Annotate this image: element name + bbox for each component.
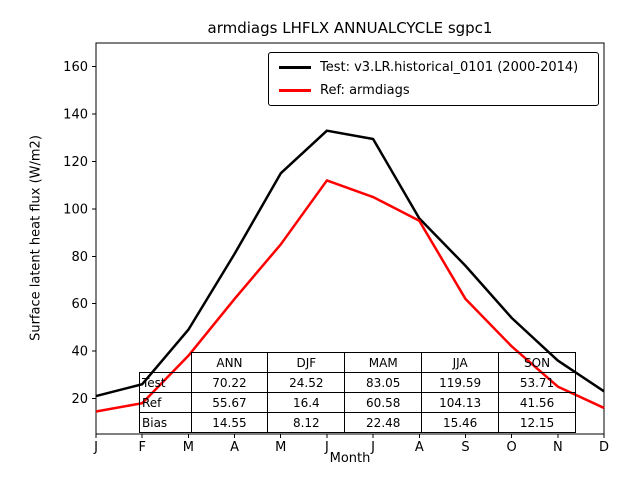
col-header-jja: JJA: [421, 352, 500, 373]
col-header-son: SON: [498, 352, 576, 373]
cell-ref-djf: 16.4: [267, 392, 346, 413]
x-axis-label: Month: [329, 451, 371, 466]
col-header-ann: ANN: [190, 352, 269, 373]
x-tick-label: J: [324, 440, 329, 455]
x-tick-label: J: [370, 440, 375, 455]
x-tick-label: D: [599, 440, 609, 455]
row-label-test: Test: [139, 372, 192, 393]
cell-ref-jja: 104.13: [421, 392, 500, 413]
cell-ref-son: 41.56: [498, 392, 576, 413]
stats-corner-cell: [140, 353, 192, 373]
x-tick-label: S: [461, 440, 469, 455]
stats-table: ANN DJF MAM JJA SON Test 70.22 24.52 83.…: [139, 352, 576, 433]
x-tick-label: N: [553, 440, 563, 455]
y-tick-label: 100: [63, 202, 88, 217]
plot-border: [95, 42, 605, 435]
cell-bias-son: 12.15: [498, 412, 576, 433]
col-header-djf: DJF: [267, 352, 346, 373]
x-tick-label: M: [183, 440, 194, 455]
y-tick-label: 40: [71, 345, 88, 360]
cell-test-mam: 83.05: [344, 372, 423, 393]
stats-row-ref: Ref 55.67 16.4 60.58 104.13 41.56: [139, 392, 576, 413]
x-tick-label: M: [275, 440, 286, 455]
stats-row-test: Test 70.22 24.52 83.05 119.59 53.71: [139, 372, 576, 393]
cell-bias-djf: 8.12: [267, 412, 346, 433]
row-label-bias: Bias: [139, 412, 192, 433]
test-line-swatch: [279, 66, 311, 69]
cell-ref-mam: 60.58: [344, 392, 423, 413]
ref-line-swatch: [279, 89, 311, 92]
x-tick-label: J: [93, 440, 98, 455]
y-tick-label: 80: [71, 250, 88, 265]
stats-header-row: ANN DJF MAM JJA SON: [140, 352, 576, 373]
legend-entry-ref: Ref: armdiags: [279, 83, 588, 98]
y-tick-label: 20: [71, 392, 88, 407]
cell-bias-mam: 22.48: [344, 412, 423, 433]
legend-label-test: Test: v3.LR.historical_0101 (2000-2014): [320, 60, 579, 75]
chart-title: armdiags LHFLX ANNUALCYCLE sgpc1: [207, 19, 493, 37]
cell-test-ann: 70.22: [190, 372, 269, 393]
legend-label-ref: Ref: armdiags: [320, 83, 410, 98]
x-tick-label: O: [507, 440, 517, 455]
x-tick-label: A: [415, 440, 424, 455]
series-line-test: [95, 129, 605, 398]
x-tick-label: A: [230, 440, 239, 455]
y-tick-label: 120: [63, 155, 88, 170]
y-tick-label: 60: [71, 297, 88, 312]
row-label-ref: Ref: [139, 392, 192, 413]
stats-row-bias: Bias 14.55 8.12 22.48 15.46 12.15: [139, 412, 576, 433]
cell-ref-ann: 55.67: [190, 392, 269, 413]
legend: Test: v3.LR.historical_0101 (2000-2014) …: [268, 52, 599, 106]
col-header-mam: MAM: [344, 352, 423, 373]
cell-bias-jja: 15.46: [421, 412, 500, 433]
y-tick-label: 160: [63, 60, 88, 75]
cell-test-djf: 24.52: [267, 372, 346, 393]
cell-bias-ann: 14.55: [190, 412, 269, 433]
legend-entry-test: Test: v3.LR.historical_0101 (2000-2014): [279, 60, 588, 75]
x-tick-label: F: [138, 440, 145, 455]
y-tick-label: 140: [63, 108, 88, 123]
cell-test-jja: 119.59: [421, 372, 500, 393]
cell-test-son: 53.71: [498, 372, 576, 393]
